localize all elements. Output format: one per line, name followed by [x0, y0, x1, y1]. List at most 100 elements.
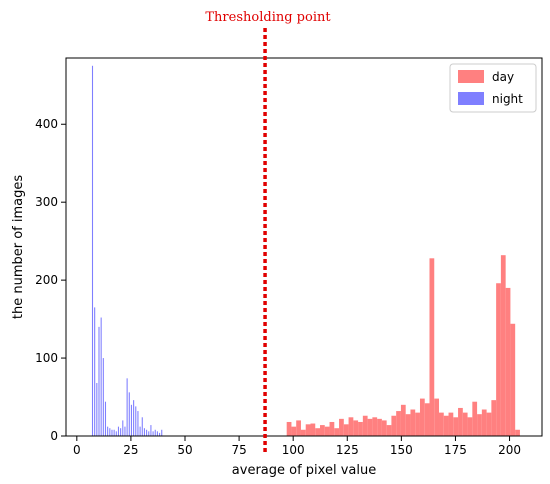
day-bar [343, 424, 349, 436]
day-bar [486, 412, 492, 436]
day-bar [500, 255, 506, 436]
night-bar [111, 429, 113, 436]
night-bar [128, 392, 130, 436]
y-axis: 0 100 200 300 400 [35, 117, 66, 443]
legend-label-day: day [492, 70, 514, 84]
day-bar [496, 283, 501, 436]
legend: day night [449, 63, 537, 113]
day-bar [367, 418, 373, 436]
day-bar [353, 420, 359, 436]
night-bar [98, 326, 100, 436]
x-tick-label-75: 75 [231, 443, 246, 457]
night-bar [156, 431, 158, 436]
day-bar [434, 398, 440, 436]
day-bar [329, 421, 335, 436]
day-bar [324, 426, 330, 436]
legend-label-night: night [492, 92, 523, 106]
night-bar [107, 426, 109, 436]
day-bar [491, 400, 497, 436]
day-bar [291, 426, 297, 436]
night-bar [139, 426, 141, 436]
night-bar [161, 429, 163, 436]
x-tick-label-200: 200 [498, 443, 521, 457]
x-tick-label-150: 150 [390, 443, 413, 457]
day-bar [448, 412, 454, 436]
day-bar [391, 415, 397, 436]
day-bar [410, 409, 416, 436]
day-bar [467, 417, 473, 436]
x-axis: 0 25 50 75 100 125 150 175 200 [73, 436, 521, 457]
night-bar [141, 417, 143, 436]
day-bar [481, 409, 487, 436]
night-bar [94, 307, 96, 436]
day-bar [462, 412, 468, 436]
day-bar [515, 429, 520, 436]
x-tick-label-125: 125 [336, 443, 359, 457]
day-bar [477, 414, 482, 436]
night-bar [115, 431, 117, 436]
day-bar [296, 420, 301, 436]
y-tick-label-300: 300 [35, 195, 58, 209]
day-bar [320, 425, 325, 436]
day-bar [472, 401, 478, 436]
day-bar [419, 398, 425, 436]
y-tick-label-400: 400 [35, 117, 58, 131]
day-bar [405, 414, 411, 436]
night-bar [100, 317, 102, 436]
day-bar [372, 417, 378, 436]
night-bar [126, 378, 128, 436]
legend-swatch-day [458, 70, 484, 83]
day-bar [386, 425, 392, 436]
day-bar [415, 412, 420, 436]
legend-swatch-night [458, 92, 484, 105]
plot-frame [65, 57, 543, 437]
night-bar [117, 426, 120, 436]
day-bar [305, 424, 311, 436]
day-bar [505, 287, 511, 436]
day-bar [381, 420, 387, 436]
night-bar [104, 401, 107, 436]
x-tick-label-0: 0 [73, 443, 81, 457]
night-bar [152, 431, 154, 436]
night-bar [113, 429, 115, 436]
day-bar [377, 418, 382, 436]
day-bar [358, 421, 363, 436]
day-bar [310, 423, 316, 436]
day-bar [443, 415, 449, 436]
x-tick-label-25: 25 [123, 443, 138, 457]
y-tick-label-100: 100 [35, 351, 58, 365]
day-bar [429, 258, 435, 436]
night-bar [109, 428, 111, 436]
day-bar [362, 415, 368, 436]
night-bar [96, 383, 98, 436]
night-bar [133, 400, 135, 436]
night-bar [159, 432, 161, 436]
night-bar [102, 358, 104, 436]
night-bar [91, 65, 94, 436]
night-bar [143, 428, 145, 436]
y-tick-label-200: 200 [35, 273, 58, 287]
day-bar [453, 417, 459, 436]
x-tick-label-50: 50 [177, 443, 192, 457]
day-bar [300, 429, 306, 436]
night-bar [148, 431, 150, 436]
day-bar [334, 428, 340, 436]
day-bar [396, 411, 401, 436]
night-bar [130, 404, 132, 436]
day-bar [439, 412, 444, 436]
day-bar [339, 418, 344, 436]
night-bar [135, 406, 137, 436]
night-bar [120, 428, 122, 436]
threshold-label: Thresholding point [205, 10, 331, 25]
y-tick-label-0: 0 [50, 429, 58, 443]
day-bar [510, 323, 516, 436]
day-series [286, 255, 520, 436]
day-bar [348, 417, 354, 436]
night-bar [122, 420, 124, 436]
x-axis-label: average of pixel value [232, 463, 376, 478]
night-bar [146, 429, 148, 436]
night-series [91, 65, 163, 436]
day-bar [424, 403, 430, 436]
night-bar [124, 426, 126, 436]
